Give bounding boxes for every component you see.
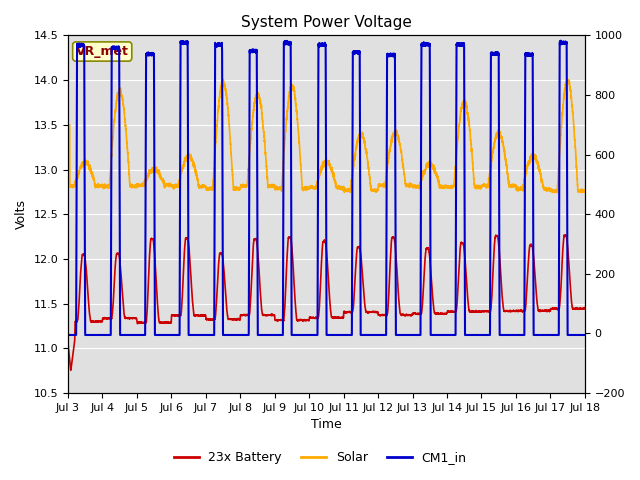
23x Battery — [397, 312, 405, 318]
CM1_in — [175, 332, 182, 338]
CM1_in — [169, 332, 177, 338]
23x Battery — [579, 306, 587, 312]
Title: System Power Voltage: System Power Voltage — [241, 15, 412, 30]
Solar — [554, 190, 561, 195]
23x Battery — [258, 305, 266, 311]
Solar — [579, 189, 587, 195]
CM1_in — [258, 332, 266, 338]
Solar — [397, 149, 405, 155]
Solar — [564, 76, 572, 82]
23x Battery — [471, 309, 479, 314]
CM1_in — [397, 332, 405, 338]
X-axis label: Time: Time — [311, 419, 342, 432]
Line: 23x Battery: 23x Battery — [68, 235, 585, 370]
23x Battery — [581, 305, 589, 311]
CM1_in — [581, 332, 589, 338]
23x Battery — [64, 342, 72, 348]
CM1_in — [471, 332, 479, 338]
Solar — [169, 182, 177, 188]
23x Battery — [170, 312, 177, 318]
Solar — [258, 102, 266, 108]
Y-axis label: Volts: Volts — [15, 199, 28, 229]
Solar — [175, 181, 182, 187]
CM1_in — [64, 332, 72, 338]
23x Battery — [67, 367, 75, 373]
CM1_in — [579, 332, 587, 338]
Legend: 23x Battery, Solar, CM1_in: 23x Battery, Solar, CM1_in — [168, 446, 472, 469]
Line: CM1_in: CM1_in — [68, 41, 585, 335]
CM1_in — [557, 38, 564, 44]
Text: VR_met: VR_met — [76, 45, 129, 58]
Line: Solar: Solar — [68, 79, 585, 192]
Solar — [64, 122, 72, 128]
Solar — [581, 188, 589, 194]
23x Battery — [175, 312, 182, 318]
Solar — [471, 183, 479, 189]
23x Battery — [561, 232, 568, 238]
